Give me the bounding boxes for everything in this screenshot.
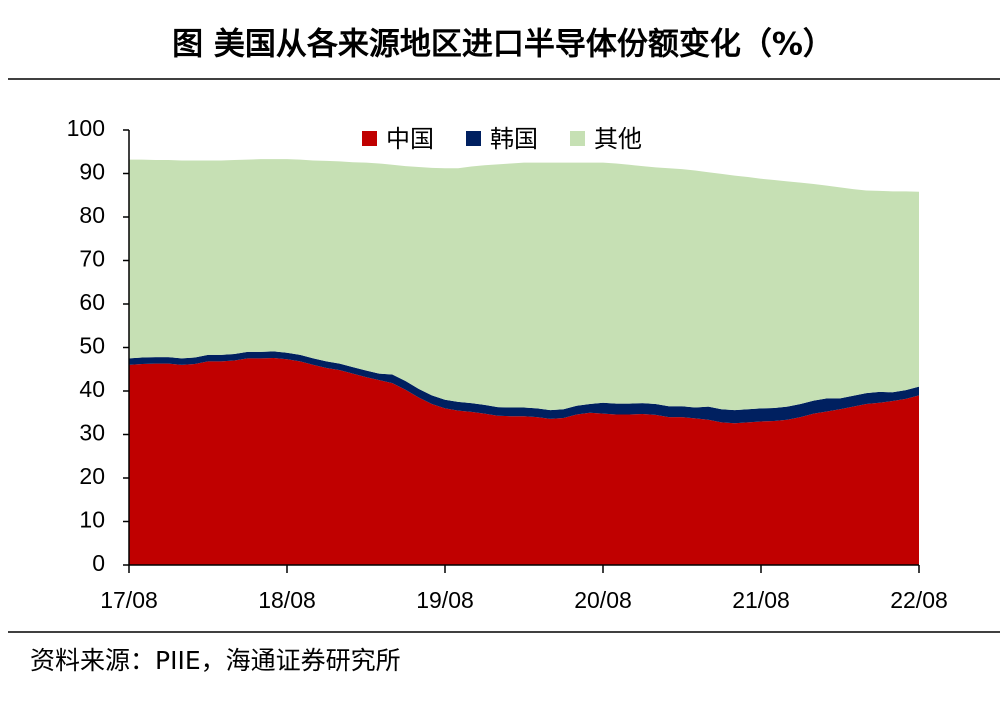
- y-tick-label: 20: [79, 463, 105, 489]
- x-tick-label: 21/08: [732, 587, 790, 613]
- legend-swatch: [466, 131, 481, 146]
- y-tick-label: 70: [79, 246, 105, 272]
- legend-swatch: [570, 131, 585, 146]
- y-tick-label: 60: [79, 289, 105, 315]
- source-note: 资料来源：PIIE，海通证券研究所: [30, 646, 401, 675]
- y-tick-label: 90: [79, 159, 105, 185]
- area: [129, 159, 919, 411]
- y-tick-label: 10: [79, 507, 105, 533]
- y-tick-label: 30: [79, 420, 105, 446]
- y-tick-label: 100: [67, 115, 105, 141]
- area: [129, 351, 919, 424]
- y-tick-label: 0: [92, 550, 105, 576]
- x-tick-label: 20/08: [574, 587, 632, 613]
- y-tick-label: 50: [79, 333, 105, 359]
- chart-title: 图 美国从各来源地区进口半导体份额变化（%）: [172, 27, 834, 63]
- x-tick-label: 22/08: [890, 587, 948, 613]
- x-tick-label: 18/08: [258, 587, 316, 613]
- x-tick-label: 19/08: [416, 587, 474, 613]
- area: [129, 357, 919, 565]
- legend-swatch: [362, 131, 377, 146]
- y-tick-label: 80: [79, 202, 105, 228]
- x-tick-label: 17/08: [100, 587, 158, 613]
- legend-label: 中国: [386, 125, 434, 153]
- y-tick-label: 40: [79, 376, 105, 402]
- legend-label: 韩国: [490, 125, 538, 153]
- legend-label: 其他: [594, 125, 642, 153]
